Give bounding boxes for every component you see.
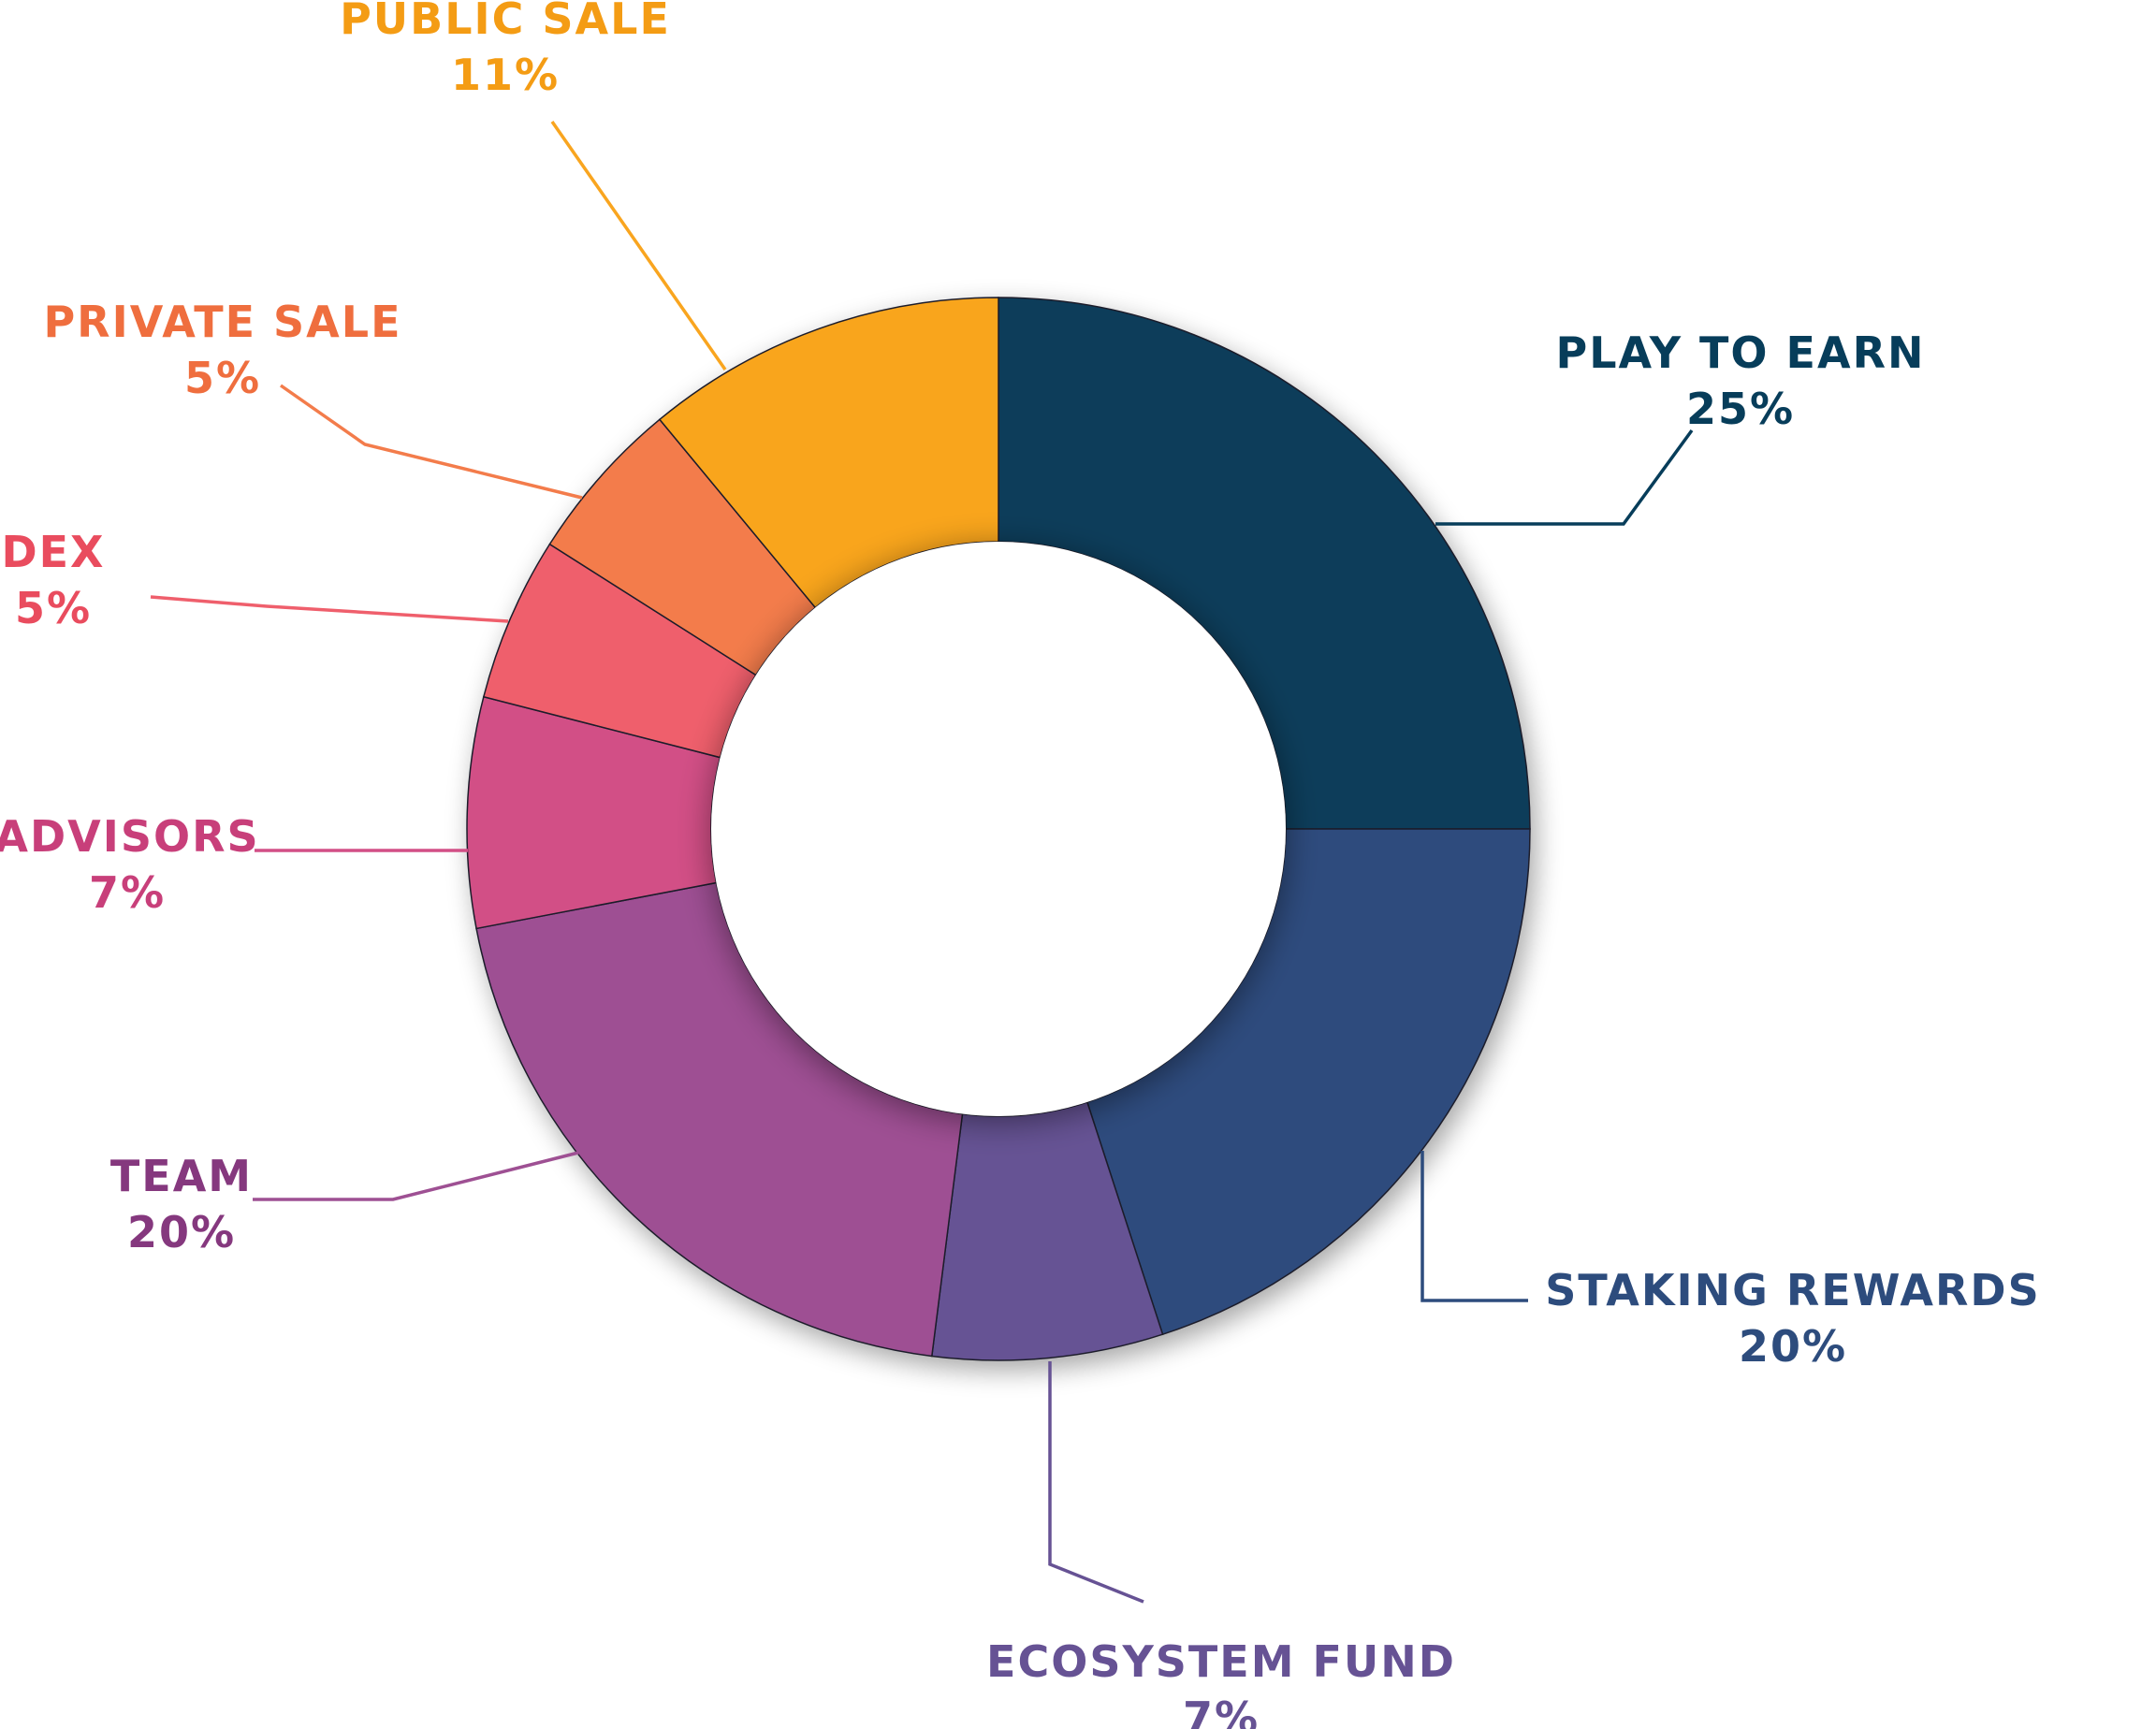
value-public-sale: 11% — [451, 50, 560, 100]
leader-line-dex — [150, 595, 509, 623]
donut-slices — [466, 297, 1531, 1361]
leader-line-staking-rewards — [1420, 1151, 1528, 1302]
value-team: 20% — [127, 1207, 236, 1257]
donut-hole — [711, 542, 1286, 1116]
leader-line-private-sale — [279, 384, 583, 500]
value-staking-rewards: 20% — [1739, 1321, 1847, 1372]
label-private-sale: PRIVATE SALE — [43, 297, 401, 347]
value-play-to-earn: 25% — [1686, 384, 1795, 434]
value-advisors: 7% — [89, 867, 166, 918]
leader-line-public-sale — [550, 120, 727, 371]
label-play-to-earn: PLAY TO EARN — [1556, 327, 1926, 378]
label-team: TEAM — [110, 1151, 253, 1201]
label-ecosystem-fund: ECOSYSTEM FUND — [986, 1636, 1456, 1687]
value-dex: 5% — [15, 583, 92, 633]
value-private-sale: 5% — [184, 353, 261, 403]
label-dex: DEX — [1, 527, 105, 577]
leader-line-play-to-earn — [1435, 429, 1694, 526]
value-ecosystem-fund: 7% — [1183, 1693, 1260, 1729]
label-staking-rewards: STAKING REWARDS — [1545, 1265, 2040, 1315]
leader-line-team — [253, 1151, 579, 1201]
slice-labels: PLAY TO EARN 25% STAKING REWARDS 20% ECOSYST… — [0, 0, 2040, 1729]
label-public-sale: PUBLIC SALE — [340, 0, 671, 44]
leader-lines — [150, 120, 1694, 1604]
label-advisors: ADVISORS — [0, 811, 260, 862]
leader-line-ecosystem-fund — [1048, 1361, 1144, 1604]
